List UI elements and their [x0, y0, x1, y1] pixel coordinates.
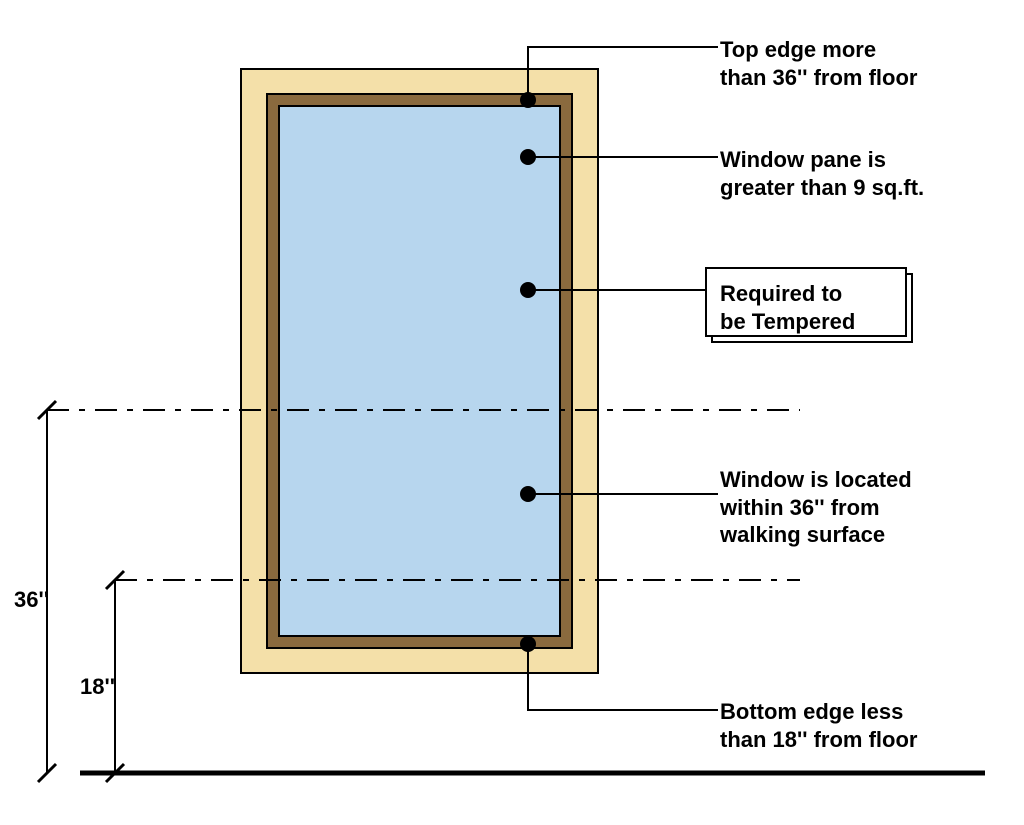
window-glass-pane: [279, 106, 560, 636]
callout-pane-area-label: Window pane is greater than 9 sq.ft.: [720, 146, 924, 201]
callout-tempered-label: Required to be Tempered: [720, 280, 855, 335]
dimension-36-label: 36'': [14, 587, 49, 613]
callout-dot-bottom_edge: [520, 636, 536, 652]
callout-bottom-edge-label: Bottom edge less than 18'' from floor: [720, 698, 917, 753]
callout-within-36-label: Window is located within 36'' from walki…: [720, 466, 912, 549]
callout-top-edge-label: Top edge more than 36'' from floor: [720, 36, 917, 91]
diagram-canvas: Top edge more than 36'' from floor Windo…: [0, 0, 1024, 825]
callout-dot-top_edge: [520, 92, 536, 108]
callout-dot-pane_area: [520, 149, 536, 165]
dimension-18-label: 18'': [80, 674, 115, 700]
callout-dot-tempered: [520, 282, 536, 298]
callout-dot-within_36: [520, 486, 536, 502]
